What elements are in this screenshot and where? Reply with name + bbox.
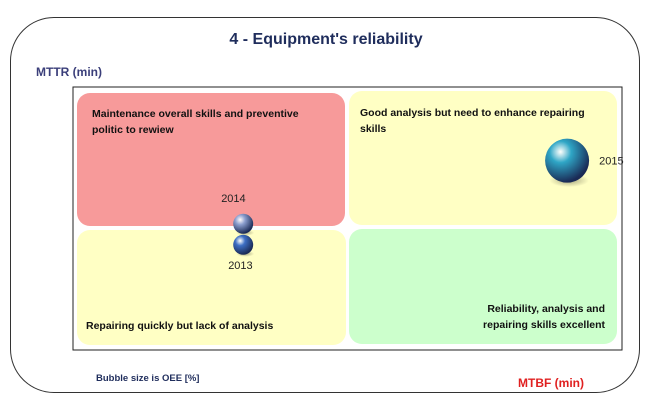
quadrant-label-bottom-right: repairing skills excellent	[483, 319, 605, 331]
quadrant-label-top-left: Maintenance overall skills and preventiv…	[92, 108, 299, 120]
bubble-2013	[233, 234, 254, 255]
bubble-2015	[545, 138, 590, 183]
quadrant-bottom-left	[77, 230, 346, 345]
chart-frame	[10, 17, 640, 393]
bubble-label-2015: 2015	[599, 156, 623, 168]
quadrant-bottom-right	[349, 229, 617, 344]
chart-title: 4 - Equipment's reliability	[229, 31, 423, 48]
bubble-label-2013: 2013	[228, 260, 252, 272]
quadrant-label-top-right: Good analysis but need to enhance repair…	[360, 107, 585, 119]
bubble-label-2014: 2014	[221, 193, 245, 205]
quadrant-label-top-right: skills	[360, 123, 386, 135]
y-axis-label: MTTR (min)	[36, 65, 102, 79]
quadrant-label-bottom-left: Repairing quickly but lack of analysis	[86, 320, 273, 332]
bubble-2014	[233, 213, 254, 234]
quadrant-top-left	[77, 93, 345, 226]
quadrant-label-bottom-right: Reliability, analysis and	[487, 303, 605, 315]
bubble-size-note: Bubble size is OEE [%]	[96, 373, 200, 384]
quadrant-top-right	[349, 91, 617, 225]
quadrant-label-top-left: politic to rewiew	[92, 124, 175, 136]
x-axis-label: MTBF (min)	[518, 376, 584, 390]
